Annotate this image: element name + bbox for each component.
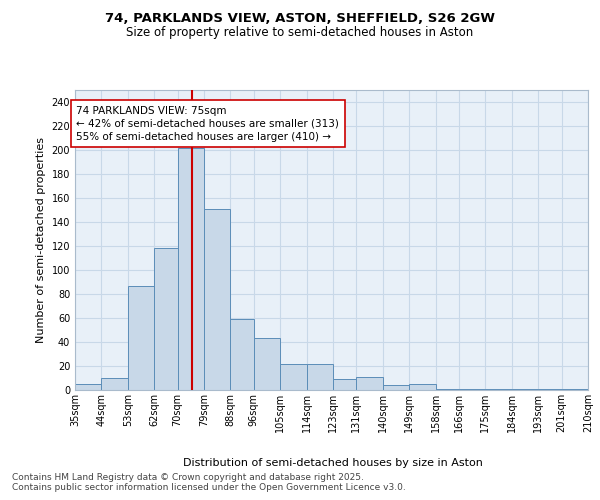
Bar: [101, 378, 128, 390]
Y-axis label: Number of semi-detached properties: Number of semi-detached properties: [36, 137, 46, 343]
Bar: [333, 379, 356, 390]
Bar: [356, 377, 383, 390]
Text: Size of property relative to semi-detached houses in Aston: Size of property relative to semi-detach…: [127, 26, 473, 39]
Bar: [512, 389, 538, 390]
Bar: [459, 389, 485, 390]
Bar: [254, 338, 280, 390]
Text: 74, PARKLANDS VIEW, ASTON, SHEFFIELD, S26 2GW: 74, PARKLANDS VIEW, ASTON, SHEFFIELD, S2…: [105, 12, 495, 26]
Bar: [485, 389, 512, 390]
Bar: [409, 384, 436, 390]
Bar: [230, 319, 254, 390]
Bar: [204, 209, 230, 390]
Bar: [436, 389, 459, 390]
Bar: [383, 385, 409, 390]
Bar: [538, 389, 562, 390]
Bar: [128, 286, 154, 390]
Bar: [280, 364, 307, 390]
Bar: [154, 248, 178, 390]
Bar: [307, 364, 333, 390]
Bar: [75, 384, 101, 390]
Text: Contains HM Land Registry data © Crown copyright and database right 2025.
Contai: Contains HM Land Registry data © Crown c…: [12, 472, 406, 492]
Bar: [178, 148, 204, 390]
Text: Distribution of semi-detached houses by size in Aston: Distribution of semi-detached houses by …: [183, 458, 483, 468]
Bar: [562, 389, 588, 390]
Text: 74 PARKLANDS VIEW: 75sqm
← 42% of semi-detached houses are smaller (313)
55% of : 74 PARKLANDS VIEW: 75sqm ← 42% of semi-d…: [76, 106, 340, 142]
